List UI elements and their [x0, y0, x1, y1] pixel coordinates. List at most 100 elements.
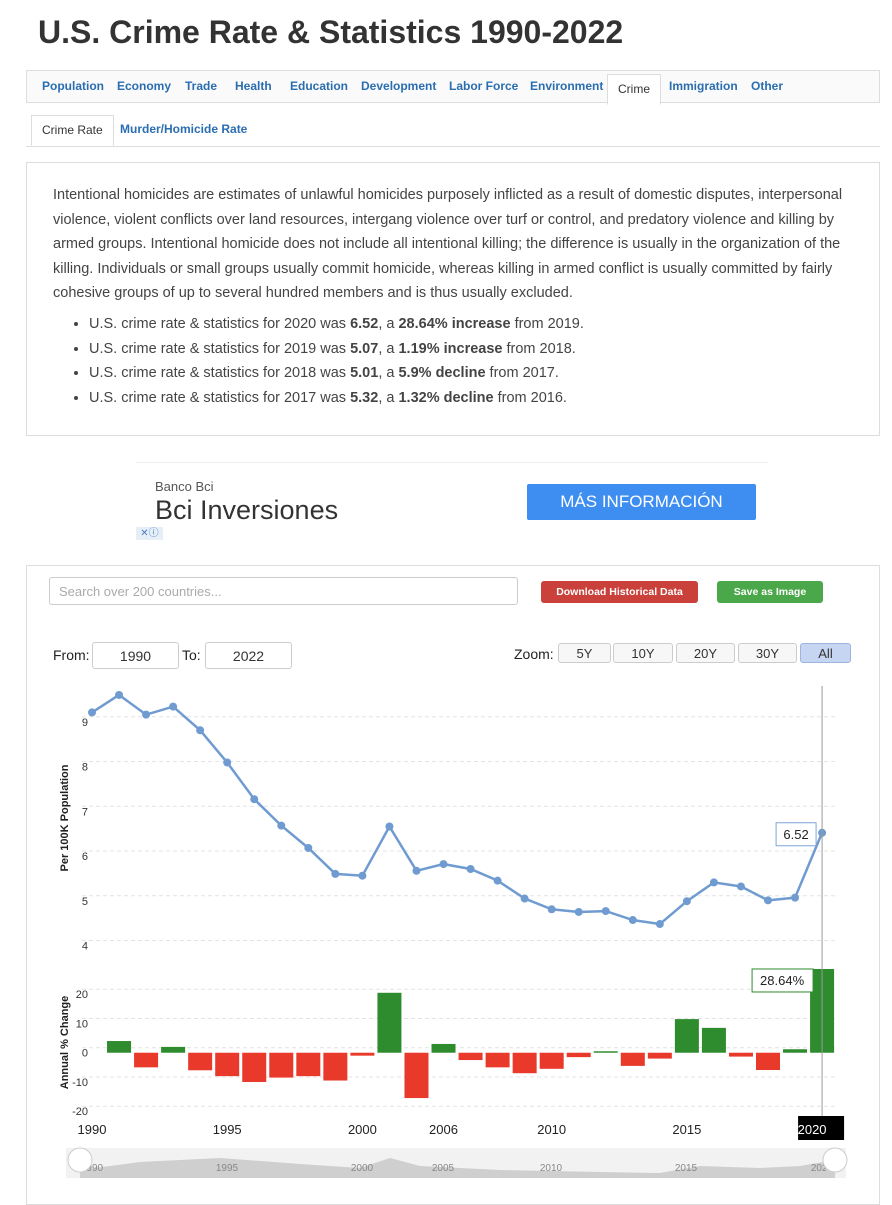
tab[interactable]: Labor Force: [449, 79, 519, 93]
point: [547, 905, 556, 914]
point: [764, 896, 772, 905]
ad-button[interactable]: MÁS INFORMACIÓN: [527, 484, 756, 520]
subtab-bar: Crime Rate Murder/Homicide Rate: [26, 110, 880, 147]
tab[interactable]: Other: [751, 79, 784, 93]
bar: [674, 1019, 699, 1053]
bullet-part: 5.07: [350, 340, 379, 357]
save-button[interactable]: Save as Image: [717, 581, 823, 603]
ad-choices[interactable]: ✕ⓘ: [136, 527, 163, 540]
bar: [566, 1052, 591, 1058]
description: Intentional homicides are estimates of u…: [26, 162, 880, 436]
bullet-part: 5.01: [350, 365, 379, 382]
x-tick-label: 1995: [213, 1122, 242, 1137]
subtab[interactable]: Murder/Homicide Rate: [120, 122, 248, 136]
navigator-label: 2010: [540, 1163, 563, 1174]
point: [196, 726, 205, 735]
y-tick-label: 7: [82, 806, 88, 818]
point: [709, 878, 718, 887]
download-button[interactable]: Download Historical Data: [541, 581, 698, 603]
bullet: U.S. crime rate & statistics for 2019 wa…: [89, 337, 853, 362]
x-tick-label: 2010: [537, 1122, 566, 1137]
y-tick-label: 0: [82, 1048, 88, 1060]
point: [223, 758, 232, 767]
point: [304, 843, 313, 852]
tab[interactable]: Immigration: [669, 79, 738, 93]
tab[interactable]: Health: [235, 79, 272, 93]
point: [115, 690, 124, 699]
zoom-button[interactable]: 30Y: [738, 643, 797, 663]
point: [277, 821, 286, 830]
zoom-button[interactable]: All: [800, 643, 851, 663]
subtab[interactable]: Crime Rate: [31, 115, 114, 146]
tab[interactable]: Development: [361, 79, 437, 93]
bar: [107, 1041, 132, 1053]
navigator-handle[interactable]: [822, 1147, 848, 1173]
x-label-highlight: [798, 1116, 845, 1140]
bullet-part: U.S. crime rate & statistics for 2018 wa…: [89, 365, 351, 382]
search-input[interactable]: Search over 200 countries...: [49, 577, 518, 605]
bullet-part: U.S. crime rate & statistics for 2019 wa…: [89, 340, 351, 357]
point: [791, 893, 800, 902]
bullet-part: 1.19% increase: [398, 340, 503, 357]
point: [520, 894, 529, 903]
point: [250, 795, 259, 804]
point: [412, 866, 421, 875]
navigator-label: 2015: [675, 1163, 698, 1174]
point: [88, 708, 96, 717]
bullet-part: from 2018.: [502, 340, 576, 357]
point: [466, 865, 475, 874]
navigator-label: 1990: [81, 1163, 104, 1174]
ad-brand: Banco Bci: [155, 479, 214, 494]
ad[interactable]: Banco Bci Bci Inversiones MÁS INFORMACIÓ…: [136, 462, 768, 540]
point: [601, 907, 610, 916]
bar: [647, 1052, 672, 1059]
bar: [783, 1049, 808, 1053]
bar: [134, 1052, 159, 1068]
x-tick-label: 2000: [348, 1122, 377, 1137]
zoom-button[interactable]: 10Y: [613, 643, 673, 663]
tooltip-label: 6.52: [783, 827, 808, 842]
bullet-part: 28.64% increase: [398, 315, 511, 332]
bar: [296, 1052, 321, 1077]
y-tick-label: 8: [82, 762, 88, 774]
point: [358, 871, 367, 880]
to-input[interactable]: 2022: [205, 642, 292, 669]
x-tick-label: 2020: [798, 1122, 827, 1137]
bar: [242, 1052, 267, 1082]
ad-headline: Bci Inversiones: [155, 495, 339, 525]
y-tick-label: 5: [82, 896, 88, 908]
point: [331, 869, 340, 878]
x-tick-label: 1990: [78, 1122, 107, 1137]
zoom-button[interactable]: 5Y: [558, 643, 611, 663]
tab[interactable]: Crime: [607, 74, 661, 105]
tab[interactable]: Environment: [530, 79, 604, 93]
bullet-part: 1.32% decline: [398, 389, 494, 406]
zoom-button[interactable]: 20Y: [676, 643, 735, 663]
tab[interactable]: Population: [42, 79, 104, 93]
bar: [215, 1052, 240, 1077]
y-tick-label: -20: [72, 1106, 88, 1118]
point: [493, 876, 502, 885]
bullet-part: 6.52: [350, 315, 379, 332]
bar: [728, 1052, 753, 1057]
bullet-part: 5.32: [350, 389, 379, 406]
x-tick-label: 2006: [429, 1122, 458, 1137]
tab[interactable]: Trade: [185, 79, 218, 93]
tab[interactable]: Education: [290, 79, 349, 93]
navigator-label: 1995: [216, 1163, 239, 1174]
bullet-part: from 2016.: [493, 389, 567, 406]
bar: [404, 1052, 429, 1099]
bar: [620, 1052, 645, 1066]
bar: [593, 1051, 618, 1053]
tab[interactable]: Economy: [117, 79, 172, 93]
navigator-handle[interactable]: [67, 1147, 93, 1173]
bullet-part: from 2019.: [510, 315, 584, 332]
point: [385, 822, 394, 831]
bar: [701, 1027, 726, 1053]
bar: [431, 1043, 456, 1053]
from-input[interactable]: 1990: [92, 642, 179, 669]
from-label: From:: [53, 647, 90, 663]
bullet: U.S. crime rate & statistics for 2018 wa…: [89, 361, 853, 386]
bullet-part: 5.9% decline: [398, 365, 486, 382]
